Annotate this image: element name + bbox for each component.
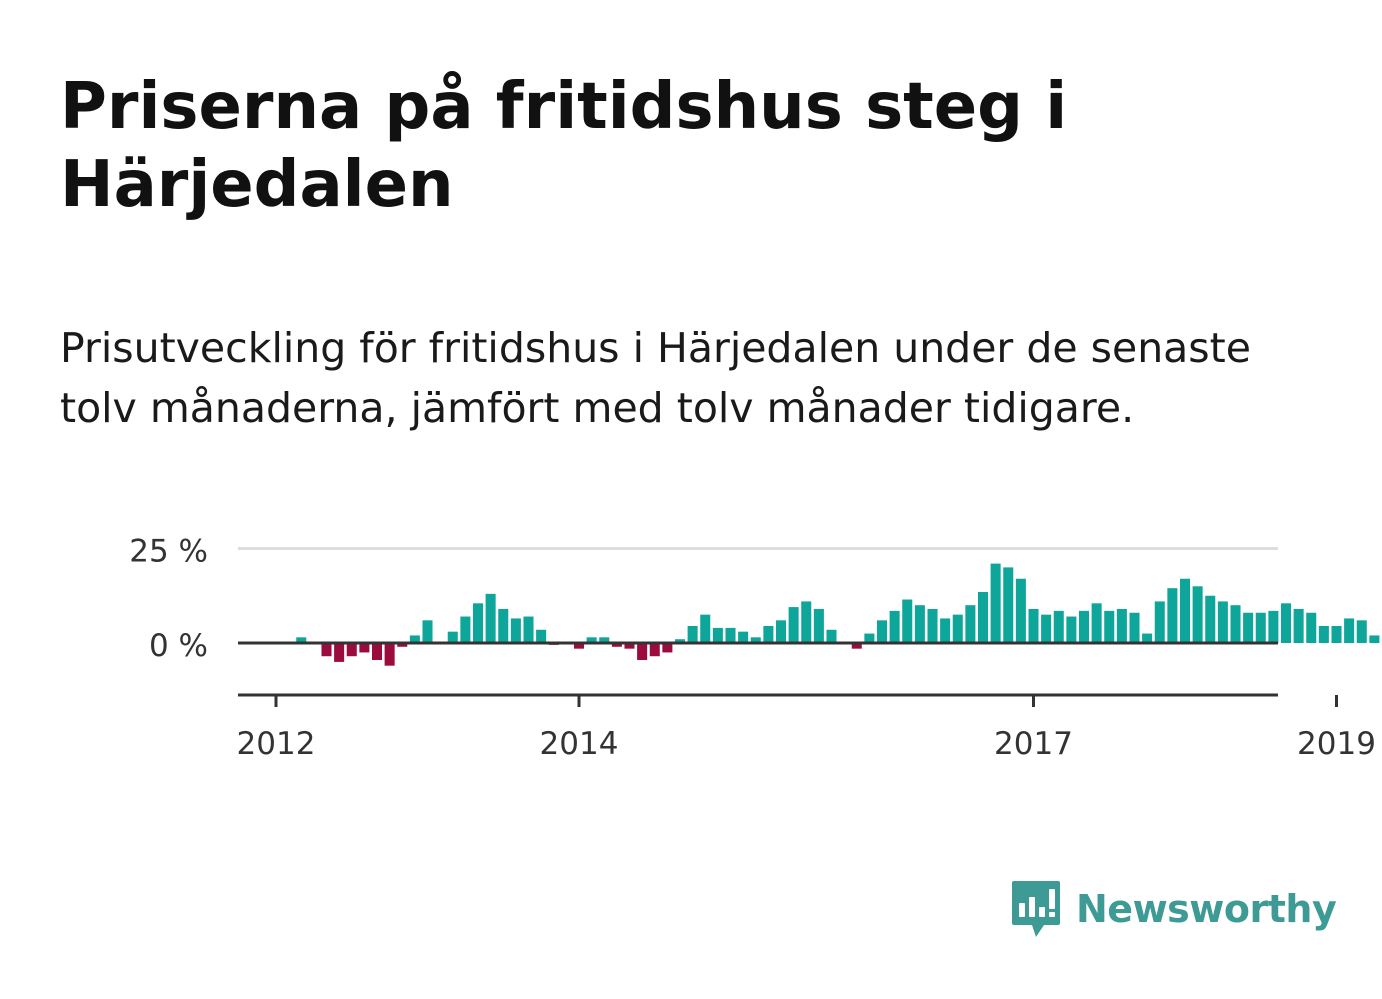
bar: [826, 629, 837, 643]
bar: [914, 605, 925, 643]
bar: [1179, 578, 1191, 643]
bar: [1356, 620, 1367, 643]
bar: [813, 608, 824, 643]
bar: [687, 625, 698, 643]
bar: [927, 608, 938, 643]
bar: [447, 631, 458, 643]
bar: [1344, 618, 1355, 643]
bar: [965, 605, 976, 643]
axis-layer: [238, 641, 1338, 707]
bar: [510, 618, 521, 643]
bar: [1142, 633, 1153, 643]
x-tick-label: 2019: [1297, 726, 1376, 762]
bar: [801, 601, 812, 643]
bar: [523, 616, 534, 643]
bar: [649, 643, 660, 657]
bar: [712, 627, 723, 643]
bar: [1167, 588, 1178, 643]
bar: [1331, 625, 1342, 643]
bar: [889, 610, 900, 643]
bar: [1280, 603, 1292, 643]
bar: [485, 593, 496, 643]
bar: [750, 637, 761, 643]
bar: [384, 643, 395, 666]
bar: [397, 643, 408, 647]
bar: [460, 616, 471, 643]
bar: [700, 614, 711, 643]
bar: [1015, 578, 1026, 643]
bar: [321, 643, 332, 657]
bar: [788, 607, 799, 643]
bar: [1217, 601, 1228, 643]
x-tick-label: 2012: [237, 726, 316, 762]
bar: [359, 643, 370, 653]
bar: [662, 643, 673, 653]
bar: [1116, 608, 1127, 643]
bar: [472, 603, 484, 643]
bar: [1091, 603, 1102, 643]
bar: [1053, 610, 1064, 643]
bar: [1078, 610, 1090, 643]
labels-layer: 0 %25 %2012201420172019202220243 %: [129, 534, 1376, 763]
chart-subtitle: Prisutveckling för fritidshus i Härjedal…: [60, 324, 1251, 432]
bar: [952, 614, 963, 643]
bar: [1041, 614, 1052, 643]
bar: [775, 620, 787, 643]
bar: [536, 629, 547, 643]
bar: [296, 637, 307, 643]
bar: [851, 643, 862, 649]
bar-chart: 0 %25 %2012201420172019202220243 %: [129, 534, 1382, 763]
bar: [1104, 610, 1115, 643]
newsworthy-logo-icon: [1012, 881, 1060, 937]
brand-name: Newsworthy: [1076, 887, 1337, 931]
bar: [599, 637, 610, 643]
bar: [1255, 612, 1266, 643]
bar: [573, 643, 585, 649]
bar: [371, 643, 383, 661]
bar: [1293, 608, 1304, 643]
bar: [864, 633, 875, 643]
bar: [334, 643, 345, 662]
bar: [1306, 612, 1317, 643]
bar: [637, 643, 648, 661]
bar: [876, 620, 888, 643]
bars-layer: [296, 563, 1382, 666]
bar: [763, 625, 774, 643]
newsworthy-logo: Newsworthy: [1010, 878, 1337, 940]
bar: [990, 563, 1001, 643]
bar: [674, 639, 686, 643]
bar: [1318, 625, 1329, 643]
bar: [1192, 586, 1203, 643]
y-tick-label: 0 %: [149, 628, 208, 664]
bar: [1268, 610, 1279, 643]
x-tick-label: 2017: [994, 726, 1073, 762]
bar: [1154, 601, 1165, 643]
bar: [977, 591, 989, 643]
bar: [624, 643, 635, 649]
bar: [725, 627, 736, 643]
bar: [1230, 605, 1241, 643]
bar: [1028, 608, 1039, 643]
bar: [1003, 567, 1014, 643]
bar: [1066, 616, 1077, 643]
chart-title: Priserna på fritidshus steg i Härjedalen: [60, 70, 1068, 222]
bar: [346, 643, 357, 657]
x-tick-label: 2014: [540, 726, 619, 762]
bar: [940, 618, 951, 643]
bar: [1369, 635, 1380, 643]
bar: [498, 608, 509, 643]
bar: [902, 599, 913, 643]
bar: [1205, 595, 1216, 643]
bar: [1129, 612, 1140, 643]
bar: [586, 637, 597, 643]
bar: [738, 631, 749, 643]
bar: [409, 635, 420, 643]
bar: [422, 620, 433, 643]
y-tick-label: 25 %: [129, 534, 208, 570]
bar: [611, 643, 622, 647]
bar: [1243, 612, 1254, 643]
